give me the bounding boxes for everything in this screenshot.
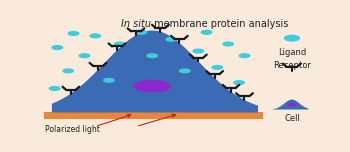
Circle shape [68, 31, 79, 36]
Ellipse shape [133, 80, 171, 93]
Circle shape [211, 65, 223, 70]
Circle shape [103, 78, 115, 83]
Circle shape [165, 37, 177, 42]
Text: membrane protein analysis: membrane protein analysis [151, 19, 288, 29]
Text: In situ: In situ [121, 19, 151, 29]
Circle shape [49, 86, 61, 91]
Polygon shape [52, 31, 258, 112]
Circle shape [114, 41, 126, 47]
Bar [41, 112, 264, 119]
Circle shape [222, 41, 234, 47]
Circle shape [89, 33, 101, 38]
Circle shape [62, 68, 74, 73]
Circle shape [179, 68, 191, 73]
Circle shape [135, 30, 147, 35]
Circle shape [201, 30, 212, 35]
Polygon shape [273, 100, 308, 110]
Circle shape [193, 48, 204, 54]
Circle shape [284, 35, 300, 42]
Circle shape [146, 53, 158, 58]
Circle shape [233, 80, 245, 85]
Ellipse shape [288, 103, 296, 107]
Text: Polarized light: Polarized light [45, 125, 100, 134]
Text: Receptor: Receptor [273, 61, 311, 70]
Text: Cell: Cell [284, 114, 300, 123]
Text: Ligand: Ligand [278, 48, 306, 57]
Circle shape [78, 53, 90, 58]
Circle shape [238, 53, 251, 58]
Circle shape [51, 45, 63, 50]
